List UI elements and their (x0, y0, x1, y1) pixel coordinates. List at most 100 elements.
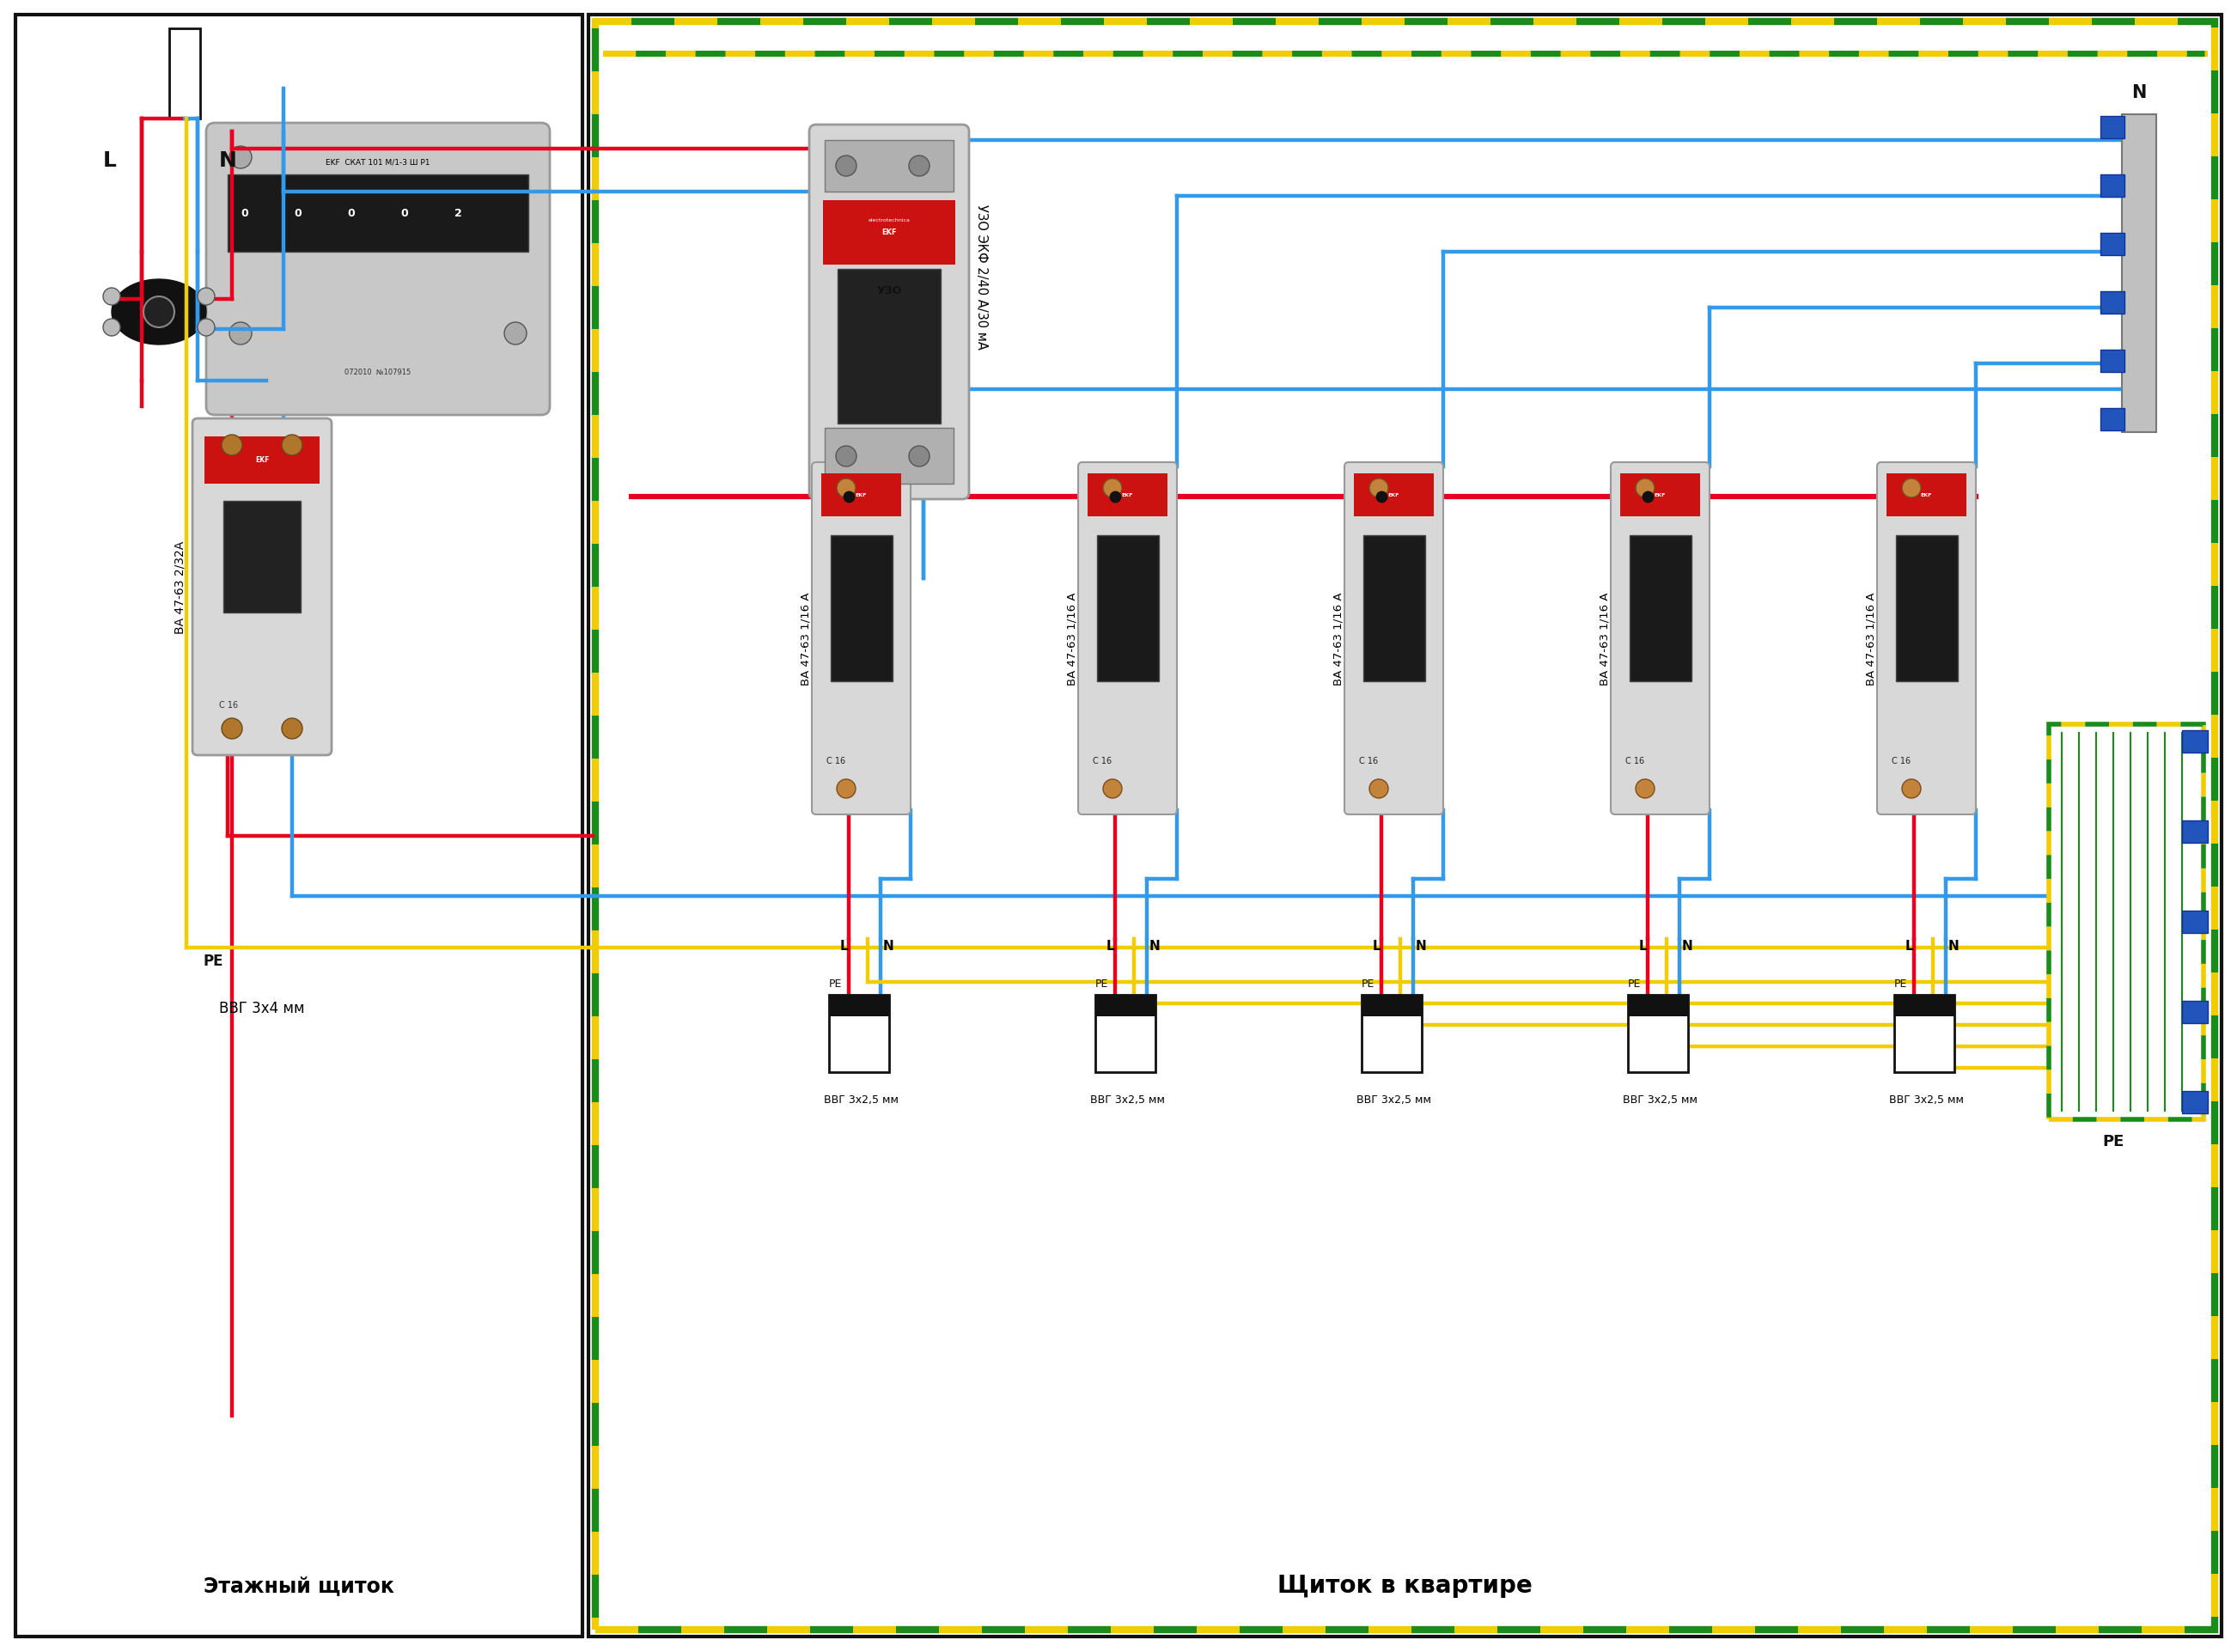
Bar (2181, 730, 2208, 753)
Text: PE: PE (830, 978, 841, 990)
Text: L: L (1640, 940, 1646, 952)
Bar (1629, 535, 1691, 682)
Circle shape (908, 157, 931, 177)
Text: EKF: EKF (1655, 494, 1667, 497)
Bar (16, 15, 582, 1637)
Circle shape (197, 289, 215, 306)
Text: ВВГ 3х4 мм: ВВГ 3х4 мм (219, 1001, 304, 1016)
Bar (1886, 474, 1966, 517)
FancyBboxPatch shape (1078, 463, 1177, 814)
Bar (2123, 116, 2156, 433)
Bar (2181, 1001, 2208, 1024)
Circle shape (837, 479, 855, 497)
Text: УЗО: УЗО (877, 286, 902, 297)
Bar (170, 30, 199, 119)
Text: electrotechnica: electrotechnica (868, 218, 910, 223)
Circle shape (837, 780, 855, 798)
Text: L: L (1107, 940, 1114, 952)
Bar (1362, 995, 1423, 1072)
Circle shape (103, 319, 121, 337)
Text: N: N (2132, 84, 2148, 101)
Bar (837, 269, 942, 425)
FancyBboxPatch shape (810, 126, 969, 499)
Polygon shape (112, 279, 206, 345)
Text: PE: PE (1629, 978, 1642, 990)
Text: ВА 47-63 1/16 А: ВА 47-63 1/16 А (801, 591, 812, 686)
Bar (595, 23, 2215, 1629)
Text: EKF  СКАТ 101 М/1-3 Ш Р1: EKF СКАТ 101 М/1-3 Ш Р1 (327, 159, 430, 167)
Text: L: L (1906, 940, 1913, 952)
Bar (2101, 408, 2125, 431)
FancyBboxPatch shape (812, 463, 910, 814)
Circle shape (143, 297, 174, 329)
Text: C 16: C 16 (1626, 757, 1644, 765)
Bar (1629, 995, 1689, 1016)
Bar (2181, 821, 2208, 843)
Bar (830, 995, 888, 1016)
Circle shape (1369, 780, 1389, 798)
Bar (825, 428, 953, 484)
Bar (1629, 995, 1689, 1072)
Circle shape (1635, 479, 1655, 497)
Bar (830, 535, 893, 682)
Circle shape (1103, 780, 1123, 798)
Text: ВВГ 3х2,5 мм: ВВГ 3х2,5 мм (1888, 1094, 1964, 1105)
Bar (2101, 175, 2125, 198)
Bar (1362, 535, 1425, 682)
Text: Щиток в квартире: Щиток в квартире (1277, 1573, 1532, 1597)
Text: PE: PE (1362, 978, 1376, 990)
Bar (228, 175, 528, 253)
Text: EKF: EKF (1922, 494, 1933, 497)
Circle shape (1901, 479, 1922, 497)
Bar (595, 23, 2215, 1629)
Text: ВА 47-63 2/32А: ВА 47-63 2/32А (174, 540, 186, 634)
Circle shape (1635, 780, 1655, 798)
Bar (224, 502, 300, 613)
Bar (204, 438, 320, 484)
FancyBboxPatch shape (1611, 463, 1709, 814)
Bar (1362, 995, 1423, 1016)
Text: ВВГ 3х2,5 мм: ВВГ 3х2,5 мм (1089, 1094, 1165, 1105)
Circle shape (197, 319, 215, 337)
Bar (1620, 474, 1700, 517)
Text: N: N (1150, 940, 1161, 952)
Bar (1895, 995, 1955, 1072)
Text: 0: 0 (242, 208, 248, 220)
Text: N: N (1416, 940, 1427, 952)
Text: 0: 0 (295, 208, 302, 220)
FancyBboxPatch shape (192, 420, 331, 755)
Bar (2181, 1092, 2208, 1113)
Text: N: N (1682, 940, 1693, 952)
Text: ВВГ 3х2,5 мм: ВВГ 3х2,5 мм (823, 1094, 899, 1105)
Circle shape (282, 719, 302, 740)
Bar (1897, 535, 1957, 682)
Bar (1096, 535, 1159, 682)
Text: ВА 47-63 1/16 А: ВА 47-63 1/16 А (1333, 591, 1344, 686)
Bar (2101, 292, 2125, 314)
Text: PE: PE (1096, 978, 1110, 990)
FancyBboxPatch shape (1344, 463, 1443, 814)
Text: PE: PE (2103, 1133, 2125, 1148)
Bar (1096, 995, 1157, 1072)
Text: ВВГ 3х2,5 мм: ВВГ 3х2,5 мм (1622, 1094, 1698, 1105)
Text: N: N (884, 940, 895, 952)
FancyBboxPatch shape (206, 124, 550, 416)
Text: EKF: EKF (1121, 494, 1134, 497)
Circle shape (1369, 479, 1389, 497)
Text: ВА 47-63 1/16 А: ВА 47-63 1/16 А (1067, 591, 1078, 686)
Bar (588, 15, 2221, 1637)
Text: C 16: C 16 (219, 700, 237, 709)
Bar (1087, 474, 1168, 517)
Text: C 16: C 16 (1092, 757, 1112, 765)
Circle shape (230, 147, 253, 169)
Circle shape (908, 446, 931, 468)
Circle shape (1103, 479, 1123, 497)
Text: C 16: C 16 (825, 757, 846, 765)
Text: N: N (219, 150, 237, 170)
Circle shape (837, 157, 857, 177)
Circle shape (103, 289, 121, 306)
Text: L: L (103, 150, 116, 170)
Bar (2049, 725, 2203, 1120)
Bar (1353, 474, 1434, 517)
Bar (1096, 995, 1157, 1016)
